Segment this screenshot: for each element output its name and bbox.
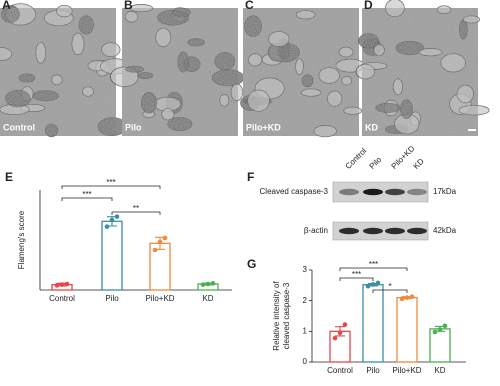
data-point: [409, 294, 415, 299]
x-tick-label: Control: [327, 366, 353, 375]
y-tick-label: 2: [303, 296, 308, 305]
significance-label: ***: [82, 190, 91, 199]
blot-band: [407, 188, 427, 196]
data-point: [404, 295, 410, 300]
blot-row-label: Cleaved caspase-3: [260, 187, 329, 196]
significance-label: **: [133, 204, 139, 213]
data-point: [332, 335, 338, 341]
panel-letter: A: [2, 0, 11, 12]
blot-band: [339, 188, 359, 196]
x-tick-label: KD: [202, 294, 213, 303]
significance-label: ***: [369, 260, 378, 269]
data-point: [162, 235, 168, 241]
data-point: [210, 281, 216, 286]
image-grain: [122, 8, 238, 136]
panel-letter: G: [247, 257, 256, 271]
data-point: [399, 296, 405, 302]
data-point: [64, 281, 70, 287]
image-grain: [243, 8, 359, 136]
data-point: [342, 322, 348, 327]
bar: [101, 220, 123, 291]
x-tick-label: Control: [49, 294, 75, 303]
significance-bracket: [61, 185, 161, 189]
data-point: [432, 329, 438, 335]
data-point: [337, 330, 343, 336]
lane-label: KD: [412, 157, 426, 171]
data-point: [370, 282, 376, 287]
data-point: [109, 217, 115, 223]
em-image: [110, 4, 245, 136]
image-label: Pilo: [125, 122, 142, 132]
data-point: [104, 224, 110, 229]
panel-letter: E: [5, 170, 13, 184]
bar: [429, 328, 451, 363]
blot-band: [385, 227, 405, 235]
y-tick-label: 0: [303, 357, 308, 366]
significance-bracket: [372, 289, 408, 293]
panel-letter: B: [124, 0, 133, 12]
data-point: [205, 281, 211, 287]
blot-band: [339, 227, 359, 235]
image-label: Control: [3, 122, 35, 132]
panel-letter: F: [247, 170, 254, 184]
significance-label: ***: [106, 178, 115, 187]
blot-band: [363, 188, 383, 196]
blot-band: [385, 188, 405, 196]
em-image: [0, 3, 130, 138]
x-tick-label: KD: [434, 366, 445, 375]
lane-label: Pilo: [368, 155, 384, 171]
bar: [396, 296, 418, 363]
lane-label: Control: [344, 146, 369, 171]
significance-bracket: [61, 197, 113, 201]
significance-bracket: [339, 277, 374, 281]
y-axis-label: Flameng's score: [17, 210, 26, 269]
image-grain: [0, 8, 116, 136]
data-point: [200, 282, 206, 287]
blot-row-label: β-actin: [304, 226, 328, 235]
blot-size: 17kDa: [433, 187, 457, 196]
blot-band: [363, 227, 383, 235]
significance-label: ***: [352, 270, 361, 279]
data-point: [59, 282, 65, 287]
blot-band: [407, 227, 427, 235]
significance-bracket: [111, 211, 161, 215]
em-image: [240, 8, 366, 138]
image-grain: [362, 8, 478, 136]
x-tick-label: Pilo: [105, 294, 119, 303]
y-tick-label: 1: [303, 326, 308, 335]
y-axis-label: Relative intensity of: [272, 281, 281, 351]
data-point: [365, 283, 371, 289]
data-point: [152, 247, 158, 253]
data-point: [375, 280, 381, 286]
data-point: [54, 283, 60, 288]
panel-letter: C: [245, 0, 254, 12]
data-point: [437, 327, 443, 332]
significance-bracket: [339, 267, 408, 271]
data-point: [157, 239, 163, 245]
data-point: [114, 214, 120, 219]
significance-label: *: [388, 282, 391, 291]
image-label: KD: [365, 122, 378, 132]
blot-size: 42kDa: [433, 226, 457, 235]
image-label: Pilo+KD: [246, 122, 281, 132]
x-tick-label: Pilo+KD: [145, 294, 174, 303]
data-point: [442, 323, 448, 329]
y-tick-label: 3: [303, 265, 308, 274]
x-tick-label: Pilo+KD: [392, 366, 421, 375]
bar: [362, 284, 384, 363]
x-tick-label: Pilo: [366, 366, 380, 375]
em-image: [355, 0, 490, 136]
panel-letter: D: [364, 0, 373, 12]
y-axis-label: cleaved caspase-3: [282, 282, 291, 349]
